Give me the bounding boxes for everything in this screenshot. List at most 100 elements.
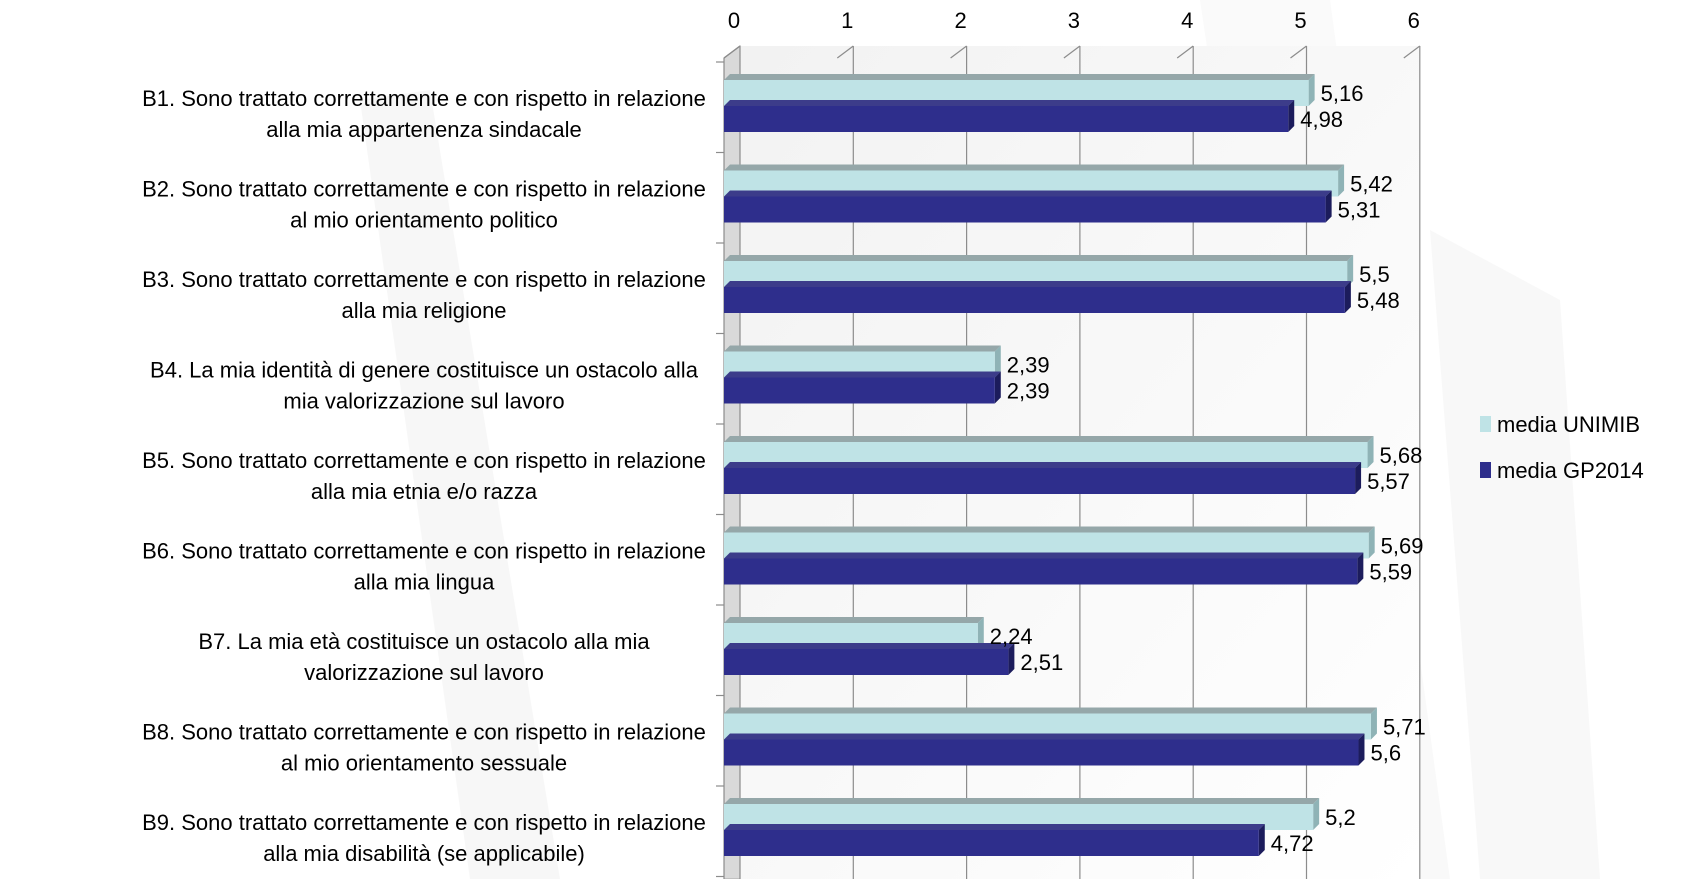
gridline-top-edge xyxy=(1063,45,1081,59)
data-label: 2,24 xyxy=(990,624,1033,649)
bar-side xyxy=(1308,74,1315,106)
bar-top xyxy=(724,617,984,623)
data-label: 2,39 xyxy=(1007,353,1050,378)
y-axis: B1. Sono trattato correttamente e con ri… xyxy=(142,86,706,866)
bar-top xyxy=(724,436,1374,442)
bar-media-gp2014 xyxy=(724,830,1259,856)
bar-media-gp2014 xyxy=(724,287,1345,313)
legend-label: media GP2014 xyxy=(1497,458,1644,483)
x-tick-label: 6 xyxy=(1408,8,1420,33)
data-label: 5,6 xyxy=(1370,741,1401,766)
bar-top xyxy=(724,462,1362,468)
bar-top xyxy=(724,707,1377,714)
legend-label: media UNIMIB xyxy=(1497,412,1640,437)
bar-side xyxy=(977,617,984,649)
gridline-top-edge xyxy=(950,45,967,59)
bar-top xyxy=(724,281,1351,287)
category-label: B6. Sono trattato correttamente e con ri… xyxy=(142,539,706,595)
category-label-line: alla mia religione xyxy=(341,298,506,323)
bar-media-gp2014 xyxy=(724,106,1289,132)
data-label: 5,57 xyxy=(1367,469,1410,494)
x-tick-label: 3 xyxy=(1068,8,1080,33)
x-tick-label: 4 xyxy=(1181,8,1193,33)
data-label: 5,68 xyxy=(1380,443,1423,468)
x-tick-label: 0 xyxy=(728,8,740,33)
data-label: 5,48 xyxy=(1357,288,1400,313)
bar-media-gp2014 xyxy=(724,196,1326,223)
bar-media-gp2014 xyxy=(724,468,1356,494)
data-labels: 5,164,98 5,425,31 5,55,48 2,392,39 5,685,57 5… xyxy=(990,81,1426,856)
x-tick-label: 1 xyxy=(841,8,853,33)
x-tick-label: 5 xyxy=(1294,8,1306,33)
data-label: 5,69 xyxy=(1381,534,1424,559)
bar-top xyxy=(724,164,1345,171)
bar-side xyxy=(1358,733,1365,766)
bar-side xyxy=(1288,100,1295,132)
bar-side xyxy=(1258,824,1265,856)
gridline-top-edge xyxy=(1403,45,1421,59)
category-label-line: alla mia disabilità (se applicabile) xyxy=(263,841,585,866)
data-label: 4,72 xyxy=(1271,831,1314,856)
data-label: 5,16 xyxy=(1321,81,1364,106)
bar-top xyxy=(724,643,1015,649)
gridline-top-edge xyxy=(1290,45,1307,59)
category-label-line: B7. La mia età costituisce un ostacolo a… xyxy=(198,629,650,654)
gridline-top-edge xyxy=(723,45,741,59)
data-label: 5,2 xyxy=(1325,805,1356,830)
bar-top xyxy=(724,255,1354,261)
category-label: B3. Sono trattato correttamente e con ri… xyxy=(142,267,706,323)
category-label: B5. Sono trattato correttamente e con ri… xyxy=(142,448,706,504)
legend-swatch xyxy=(1480,416,1491,432)
bar-media-gp2014 xyxy=(724,739,1359,766)
data-label: 4,98 xyxy=(1300,107,1343,132)
bar-media-gp2014 xyxy=(724,649,1009,675)
category-label-line: B8. Sono trattato correttamente e con ri… xyxy=(142,720,706,745)
bar-side xyxy=(1347,255,1354,287)
bar-side xyxy=(1357,552,1364,585)
category-label-line: valorizzazione sul lavoro xyxy=(304,660,544,685)
bar-top xyxy=(724,798,1320,804)
bar-side xyxy=(1325,190,1332,223)
x-axis: 0 1 2 3 4 5 6 xyxy=(728,8,1420,33)
data-label: 2,51 xyxy=(1020,650,1063,675)
category-label-line: alla mia lingua xyxy=(354,570,495,595)
bar-side xyxy=(994,371,1001,404)
data-label: 5,71 xyxy=(1383,715,1426,740)
gridline-top-edge xyxy=(836,45,854,59)
bar-top xyxy=(724,371,1001,378)
bar-side xyxy=(1368,526,1375,559)
category-label-line: alla mia etnia e/o razza xyxy=(311,479,538,504)
category-label-line: al mio orientamento politico xyxy=(290,208,558,233)
category-label-line: B2. Sono trattato correttamente e con ri… xyxy=(142,177,706,202)
category-label-line: al mio orientamento sessuale xyxy=(281,751,567,776)
bar-side xyxy=(1355,462,1362,494)
data-label: 5,59 xyxy=(1369,560,1412,585)
bar-side xyxy=(1313,798,1320,830)
bar-top xyxy=(724,526,1375,533)
category-label: B4. La mia identità di genere costituisc… xyxy=(150,358,699,414)
data-label: 2,39 xyxy=(1007,379,1050,404)
bar-media-gp2014 xyxy=(724,377,995,404)
category-label-line: B4. La mia identità di genere costituisc… xyxy=(150,358,699,383)
data-label: 5,42 xyxy=(1350,172,1393,197)
bar-side xyxy=(1370,707,1377,740)
bar-top xyxy=(724,824,1265,830)
bar-top xyxy=(724,100,1295,106)
category-label-line: alla mia appartenenza sindacale xyxy=(266,117,582,142)
x-tick-label: 2 xyxy=(954,8,966,33)
category-label-line: B9. Sono trattato correttamente e con ri… xyxy=(142,810,706,835)
bar-side xyxy=(1008,643,1015,675)
category-label-line: B3. Sono trattato correttamente e con ri… xyxy=(142,267,706,292)
category-label: B8. Sono trattato correttamente e con ri… xyxy=(142,720,706,776)
category-label-line: B5. Sono trattato correttamente e con ri… xyxy=(142,448,706,473)
legend: media UNIMIB media GP2014 xyxy=(1480,412,1644,483)
category-label-line: B6. Sono trattato correttamente e con ri… xyxy=(142,539,706,564)
gridline-top-edge xyxy=(1176,45,1194,59)
bar-side xyxy=(1344,281,1351,313)
bar-media-gp2014 xyxy=(724,558,1358,585)
data-label: 5,5 xyxy=(1359,262,1390,287)
category-label-line: mia valorizzazione sul lavoro xyxy=(283,389,564,414)
legend-swatch xyxy=(1480,462,1491,478)
